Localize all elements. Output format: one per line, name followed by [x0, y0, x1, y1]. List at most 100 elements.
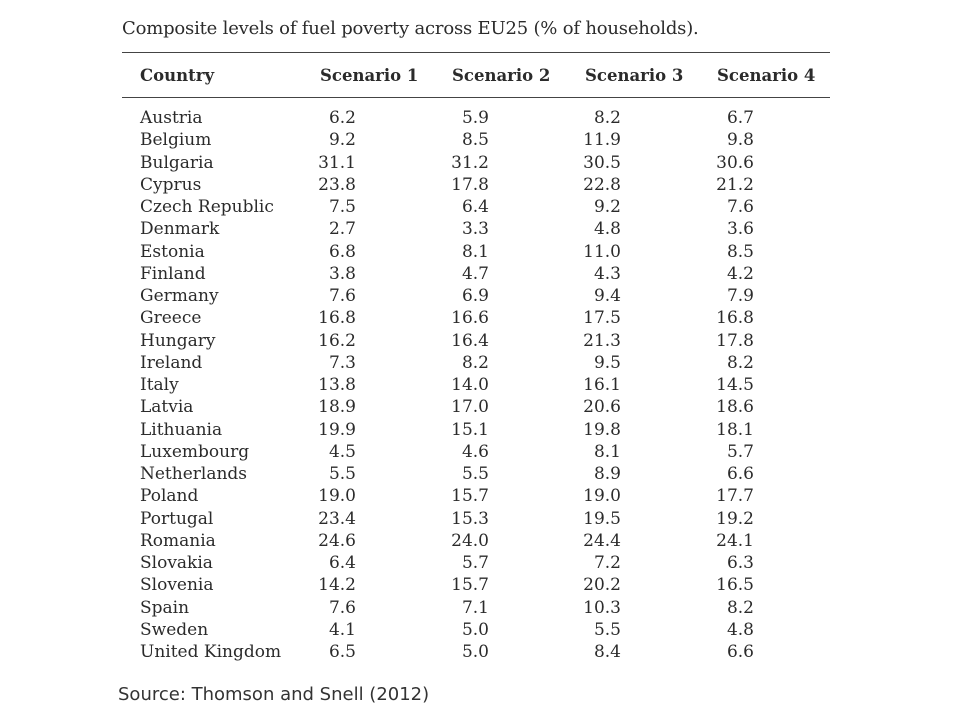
table-cell-scenario-3: 16.1: [583, 375, 621, 395]
table-cell-scenario-2: 16.4: [451, 331, 489, 351]
table-cell-scenario-3: 24.4: [583, 531, 621, 551]
table-cell-scenario-1: 4.5: [328, 442, 356, 462]
table-cell-scenario-3: 11.9: [583, 130, 621, 150]
table-cell-scenario-2: 5.5: [461, 464, 489, 484]
header-scenario-4: Scenario 4: [717, 66, 816, 85]
table-cell-scenario-2: 7.1: [461, 598, 489, 618]
table-cell-scenario-4: 19.2: [716, 509, 754, 529]
table-cell-scenario-3: 10.3: [583, 598, 621, 618]
table-row-country: Spain: [140, 598, 190, 618]
table-row-country: Czech Republic: [140, 197, 274, 217]
table-cell-scenario-2: 5.7: [461, 553, 489, 573]
header-country: Country: [140, 66, 215, 85]
table-cell-scenario-2: 8.5: [461, 130, 489, 150]
table-header-rule: [122, 97, 830, 98]
table-cell-scenario-1: 7.6: [328, 598, 356, 618]
table-row-country: Finland: [140, 264, 206, 284]
table-cell-scenario-4: 6.3: [726, 553, 754, 573]
table-cell-scenario-2: 15.1: [451, 420, 489, 440]
table-row-country: Greece: [140, 308, 202, 328]
table-cell-scenario-3: 30.5: [583, 153, 621, 173]
table-row-country: Luxembourg: [140, 442, 250, 462]
table-cell-scenario-2: 17.0: [451, 397, 489, 417]
header-scenario-3: Scenario 3: [585, 66, 684, 85]
table-cell-scenario-1: 31.1: [318, 153, 356, 173]
table-cell-scenario-2: 24.0: [451, 531, 489, 551]
table-cell-scenario-2: 8.1: [461, 242, 489, 262]
table-cell-scenario-2: 31.2: [451, 153, 489, 173]
table-cell-scenario-2: 6.9: [461, 286, 489, 306]
table-cell-scenario-1: 16.2: [318, 331, 356, 351]
table-cell-scenario-2: 15.7: [451, 486, 489, 506]
table-cell-scenario-4: 5.7: [726, 442, 754, 462]
table-cell-scenario-4: 8.5: [726, 242, 754, 262]
table-row-country: Belgium: [140, 130, 212, 150]
table-cell-scenario-1: 24.6: [318, 531, 356, 551]
table-cell-scenario-1: 19.0: [318, 486, 356, 506]
table-row-country: United Kingdom: [140, 642, 282, 662]
table-cell-scenario-2: 15.3: [451, 509, 489, 529]
table-cell-scenario-2: 17.8: [451, 175, 489, 195]
table-cell-scenario-3: 8.2: [593, 108, 621, 128]
table-cell-scenario-3: 22.8: [583, 175, 621, 195]
table-cell-scenario-2: 16.6: [451, 308, 489, 328]
table-cell-scenario-3: 9.4: [593, 286, 621, 306]
table-cell-scenario-1: 7.3: [328, 353, 356, 373]
table-cell-scenario-3: 4.3: [593, 264, 621, 284]
table-cell-scenario-1: 16.8: [318, 308, 356, 328]
table-cell-scenario-4: 6.7: [726, 108, 754, 128]
table-cell-scenario-3: 7.2: [593, 553, 621, 573]
table-row-country: Cyprus: [140, 175, 202, 195]
table-row-country: Bulgaria: [140, 153, 214, 173]
table-cell-scenario-4: 16.8: [716, 308, 754, 328]
table-row-country: Romania: [140, 531, 216, 551]
table-cell-scenario-2: 4.7: [461, 264, 489, 284]
table-row-country: Netherlands: [140, 464, 248, 484]
table-cell-scenario-1: 4.1: [328, 620, 356, 640]
table-cell-scenario-4: 17.7: [716, 486, 754, 506]
table-cell-scenario-4: 7.6: [726, 197, 754, 217]
table-cell-scenario-4: 9.8: [726, 130, 754, 150]
table-cell-scenario-1: 14.2: [318, 575, 356, 595]
table-cell-scenario-2: 5.0: [461, 620, 489, 640]
table-cell-scenario-3: 20.2: [583, 575, 621, 595]
table-title: Composite levels of fuel poverty across …: [122, 18, 699, 39]
table-cell-scenario-2: 14.0: [451, 375, 489, 395]
table-cell-scenario-1: 19.9: [318, 420, 356, 440]
table-row-country: Lithuania: [140, 420, 223, 440]
table-cell-scenario-4: 3.6: [726, 219, 754, 239]
table-cell-scenario-3: 9.2: [593, 197, 621, 217]
table-cell-scenario-1: 6.4: [328, 553, 356, 573]
table-cell-scenario-1: 5.5: [328, 464, 356, 484]
table-row-country: Germany: [140, 286, 219, 306]
table-cell-scenario-3: 21.3: [583, 331, 621, 351]
table-cell-scenario-1: 18.9: [318, 397, 356, 417]
source-caption: Source: Thomson and Snell (2012): [118, 684, 430, 705]
table-cell-scenario-2: 8.2: [461, 353, 489, 373]
table-cell-scenario-3: 19.0: [583, 486, 621, 506]
table-cell-scenario-3: 5.5: [593, 620, 621, 640]
table-cell-scenario-1: 2.7: [328, 219, 356, 239]
table-cell-scenario-2: 5.0: [461, 642, 489, 662]
table-cell-scenario-4: 18.6: [716, 397, 754, 417]
table-cell-scenario-3: 20.6: [583, 397, 621, 417]
table-cell-scenario-4: 8.2: [726, 353, 754, 373]
table-cell-scenario-2: 15.7: [451, 575, 489, 595]
table-cell-scenario-3: 17.5: [583, 308, 621, 328]
table-cell-scenario-2: 5.9: [461, 108, 489, 128]
table-row-country: Slovenia: [140, 575, 214, 595]
table-cell-scenario-4: 14.5: [716, 375, 754, 395]
table-cell-scenario-4: 30.6: [716, 153, 754, 173]
table-cell-scenario-1: 6.2: [328, 108, 356, 128]
table-cell-scenario-4: 24.1: [716, 531, 754, 551]
table-cell-scenario-4: 7.9: [726, 286, 754, 306]
table-row-country: Estonia: [140, 242, 205, 262]
table-cell-scenario-2: 4.6: [461, 442, 489, 462]
table-cell-scenario-3: 8.4: [593, 642, 621, 662]
table-cell-scenario-3: 8.1: [593, 442, 621, 462]
table-cell-scenario-1: 13.8: [318, 375, 356, 395]
table-row-country: Slovakia: [140, 553, 213, 573]
table-top-rule: [122, 52, 830, 53]
table-row-country: Denmark: [140, 219, 220, 239]
table-cell-scenario-1: 6.5: [328, 642, 356, 662]
